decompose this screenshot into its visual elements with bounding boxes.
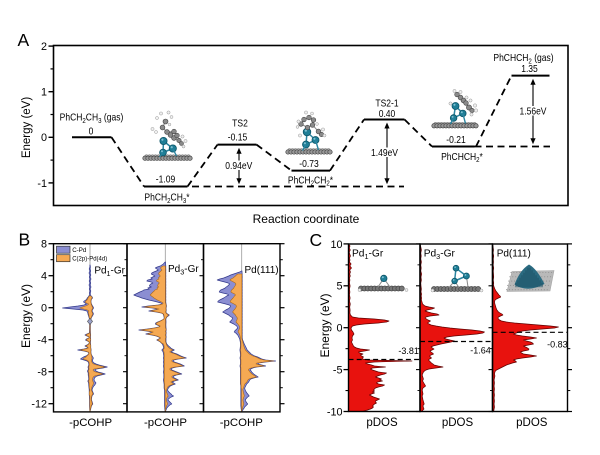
svg-text:4: 4 <box>41 271 47 283</box>
svg-text:pDOS: pDOS <box>516 417 548 429</box>
svg-text:B: B <box>19 230 31 250</box>
svg-text:Pd(111): Pd(111) <box>245 265 279 276</box>
svg-text:-0.15: -0.15 <box>228 132 247 144</box>
svg-text:-4: -4 <box>37 335 47 347</box>
svg-text:C: C <box>310 230 323 250</box>
svg-text:-12: -12 <box>31 399 47 411</box>
svg-text:0.40: 0.40 <box>379 108 396 120</box>
svg-text:Pd3​-Gr: Pd3​-Gr <box>424 249 456 261</box>
svg-text:8: 8 <box>41 239 47 251</box>
svg-text:-pCOHP: -pCOHP <box>220 417 263 429</box>
svg-text:1.35: 1.35 <box>521 63 538 75</box>
svg-text:A: A <box>18 30 30 50</box>
svg-text:-0.73: -0.73 <box>299 158 318 170</box>
svg-text:-10: -10 <box>327 406 343 418</box>
svg-text:Pd1​-Gr: Pd1​-Gr <box>352 249 384 261</box>
svg-text:PhCH2​CH2​*: PhCH2​CH2​* <box>288 175 333 188</box>
svg-text:-pCOHP: -pCOHP <box>69 417 112 429</box>
svg-text:PhCHCH2​ (gas): PhCHCH2​ (gas) <box>493 52 553 65</box>
svg-text:C(2p)-Pd(4d): C(2p)-Pd(4d) <box>72 257 107 263</box>
svg-text:TS2-1: TS2-1 <box>375 98 398 110</box>
svg-text:Pd3​-Gr: Pd3​-Gr <box>168 264 199 276</box>
svg-text:-8: -8 <box>37 367 47 379</box>
svg-text:-1.64: -1.64 <box>470 346 491 356</box>
svg-text:0: 0 <box>89 126 94 138</box>
svg-text:pDOS: pDOS <box>442 417 474 429</box>
svg-text:0.94eV: 0.94eV <box>225 160 253 172</box>
svg-text:PhCH2​CH3​ (gas): PhCH2​CH3​ (gas) <box>60 112 124 125</box>
svg-text:PhCH2​CH3​*: PhCH2​CH3​* <box>144 192 189 205</box>
svg-text:-0.83: -0.83 <box>547 339 568 349</box>
svg-text:0: 0 <box>336 323 342 335</box>
svg-text:-pCOHP: -pCOHP <box>144 417 187 429</box>
svg-text:pDOS: pDOS <box>366 417 398 429</box>
svg-text:Reaction coordinate: Reaction coordinate <box>253 212 360 226</box>
svg-text:Pd1​-Gr: Pd1​-Gr <box>94 266 125 278</box>
svg-text:-3.81: -3.81 <box>398 346 419 356</box>
svg-text:2: 2 <box>41 41 47 53</box>
svg-text:0: 0 <box>41 303 47 315</box>
svg-text:Energy (eV): Energy (eV) <box>318 293 332 357</box>
svg-text:Pd(111): Pd(111) <box>497 249 531 260</box>
svg-text:1: 1 <box>41 87 47 99</box>
svg-text:5: 5 <box>336 281 342 293</box>
svg-text:-5: -5 <box>333 365 343 377</box>
svg-text:1.56eV: 1.56eV <box>519 106 547 118</box>
svg-text:-1: -1 <box>37 178 47 190</box>
svg-text:Energy (eV): Energy (eV) <box>21 97 33 159</box>
svg-text:PhCHCH2​*: PhCHCH2​* <box>441 151 483 164</box>
svg-text:C-Pd: C-Pd <box>72 247 87 254</box>
svg-text:-0.21: -0.21 <box>446 134 465 146</box>
svg-text:10: 10 <box>330 239 342 251</box>
svg-text:0: 0 <box>41 132 47 144</box>
svg-text:Energy (eV): Energy (eV) <box>19 284 33 348</box>
svg-text:-1.09: -1.09 <box>156 174 175 186</box>
svg-text:1.49eV: 1.49eV <box>371 147 399 159</box>
svg-text:TS2: TS2 <box>232 118 248 130</box>
